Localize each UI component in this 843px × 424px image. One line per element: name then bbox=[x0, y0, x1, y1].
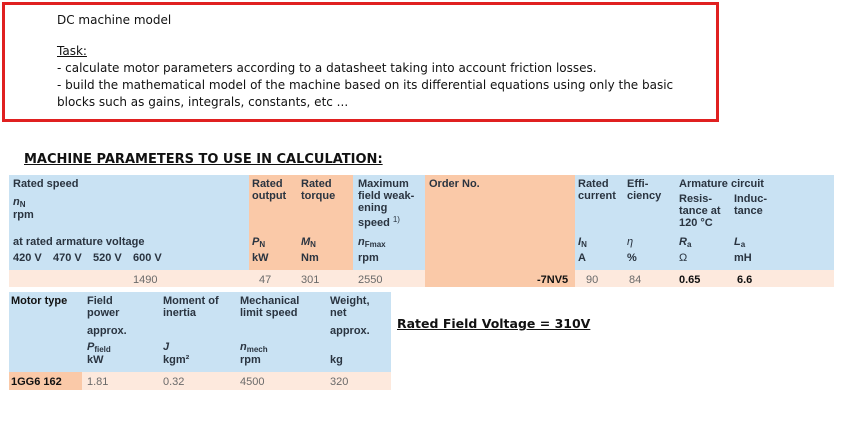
task-title: DC machine model bbox=[57, 13, 172, 27]
max-speed-value: 2550 bbox=[358, 274, 383, 286]
resistance-value: 0.65 bbox=[679, 274, 701, 286]
max-speed-unit: rpm bbox=[358, 252, 379, 264]
weight-label-2: net bbox=[330, 307, 347, 319]
section-title: MACHINE PARAMETERS TO USE IN CALCULATION… bbox=[24, 152, 383, 167]
task-line-2: - build the mathematical model of the ma… bbox=[57, 78, 674, 92]
max-speed-label-2: field weak- bbox=[358, 190, 415, 202]
voltage-420: 420 V bbox=[13, 252, 42, 264]
t1-bg-right bbox=[575, 175, 834, 270]
rated-torque-label-1: Rated bbox=[301, 178, 332, 190]
efficiency-value: 84 bbox=[629, 274, 642, 286]
inductance-label-1: Induc- bbox=[734, 193, 767, 205]
max-speed-label-1: Maximum bbox=[358, 178, 409, 190]
inertia-unit: kgm² bbox=[163, 354, 190, 366]
t1-bg-maxspeed bbox=[353, 175, 425, 270]
weight-approx: approx. bbox=[330, 325, 370, 337]
resistance-label-3: 120 °C bbox=[679, 217, 713, 229]
order-no-value: -7NV5 bbox=[537, 274, 569, 286]
rated-output-value: 47 bbox=[259, 274, 272, 286]
motor-type-value: 1GG6 162 bbox=[11, 376, 62, 388]
mech-limit-symbol: nmech bbox=[240, 341, 268, 354]
inertia-value: 0.32 bbox=[163, 376, 185, 388]
rated-field-voltage: Rated Field Voltage = 310V bbox=[397, 316, 591, 331]
max-speed-label-3: ening bbox=[358, 202, 388, 214]
voltage-470: 470 V bbox=[53, 252, 82, 264]
weight-label-1: Weight, bbox=[330, 295, 370, 307]
inductance-label-2: tance bbox=[734, 205, 763, 217]
rated-speed-unit: rpm bbox=[13, 209, 34, 221]
rated-speed-value: 1490 bbox=[133, 274, 158, 286]
mech-limit-label-2: limit speed bbox=[240, 307, 298, 319]
inductance-symbol: La bbox=[734, 236, 746, 249]
mech-limit-unit: rpm bbox=[240, 354, 261, 366]
t2-bg bbox=[9, 292, 391, 372]
efficiency-unit: % bbox=[627, 252, 637, 264]
mech-limit-label-1: Mechanical bbox=[240, 295, 300, 307]
order-no-label: Order No. bbox=[429, 178, 480, 190]
task-box: DC machine model Task: - calculate motor… bbox=[2, 2, 719, 122]
rated-torque-symbol: MN bbox=[301, 236, 316, 249]
rated-armature-voltage-label: at rated armature voltage bbox=[13, 236, 145, 248]
t1-bg-torque-col bbox=[297, 175, 353, 270]
resistance-label-2: tance at bbox=[679, 205, 721, 217]
resistance-label-1: Resis- bbox=[679, 193, 713, 205]
inductance-value: 6.6 bbox=[737, 274, 753, 286]
rated-current-label-2: current bbox=[578, 190, 616, 202]
resistance-unit: Ω bbox=[679, 252, 688, 264]
armature-circuit-label: Armature circuit bbox=[679, 178, 764, 190]
weight-value: 320 bbox=[330, 376, 349, 388]
task-label: Task: bbox=[57, 44, 87, 58]
efficiency-symbol: η bbox=[627, 236, 634, 248]
task-line-3: blocks such as gains, integrals, constan… bbox=[57, 95, 349, 109]
inertia-label-1: Moment of bbox=[163, 295, 219, 307]
motor-type-label: Motor type bbox=[11, 295, 68, 307]
rated-current-unit: A bbox=[578, 252, 586, 264]
t1-bg-order bbox=[425, 175, 575, 270]
rated-output-label-2: output bbox=[252, 190, 287, 202]
rated-current-value: 90 bbox=[586, 274, 599, 286]
efficiency-label-2: ciency bbox=[627, 190, 662, 202]
inertia-label-2: inertia bbox=[163, 307, 197, 319]
field-power-unit: kW bbox=[87, 354, 104, 366]
voltage-600: 600 V bbox=[133, 252, 162, 264]
inertia-symbol: J bbox=[163, 341, 170, 353]
t2-value-row-bg bbox=[9, 372, 391, 390]
rated-output-unit: kW bbox=[252, 252, 269, 264]
efficiency-label-1: Effi- bbox=[627, 178, 649, 190]
resistance-symbol: Ra bbox=[679, 236, 692, 249]
t1-order-value-bg bbox=[425, 270, 575, 287]
max-speed-label-4: speed 1) bbox=[358, 215, 400, 229]
rated-speed-label: Rated speed bbox=[13, 178, 79, 190]
field-power-value: 1.81 bbox=[87, 376, 109, 388]
rated-torque-label-2: torque bbox=[301, 190, 336, 202]
weight-unit: kg bbox=[330, 354, 343, 366]
t1-bg-speed bbox=[9, 175, 249, 270]
rated-current-symbol: IN bbox=[578, 236, 587, 249]
field-power-label-1: Field bbox=[87, 295, 113, 307]
rated-output-label-1: Rated bbox=[252, 178, 283, 190]
field-power-symbol: Pfield bbox=[87, 341, 111, 354]
rated-speed-symbol: nN bbox=[13, 196, 26, 209]
inductance-unit: mH bbox=[734, 252, 752, 264]
voltage-520: 520 V bbox=[93, 252, 122, 264]
rated-output-symbol: PN bbox=[252, 236, 266, 249]
rated-current-label-1: Rated bbox=[578, 178, 609, 190]
field-power-label-2: power bbox=[87, 307, 120, 319]
mech-limit-value: 4500 bbox=[240, 376, 265, 388]
field-power-approx: approx. bbox=[87, 325, 127, 337]
rated-torque-unit: Nm bbox=[301, 252, 319, 264]
rated-torque-value: 301 bbox=[301, 274, 320, 286]
task-line-1: - calculate motor parameters according t… bbox=[57, 61, 597, 75]
t2-motor-type-value-bg bbox=[9, 372, 82, 390]
max-speed-symbol: nFmax bbox=[358, 236, 386, 249]
t1-value-row-bg bbox=[9, 270, 834, 287]
